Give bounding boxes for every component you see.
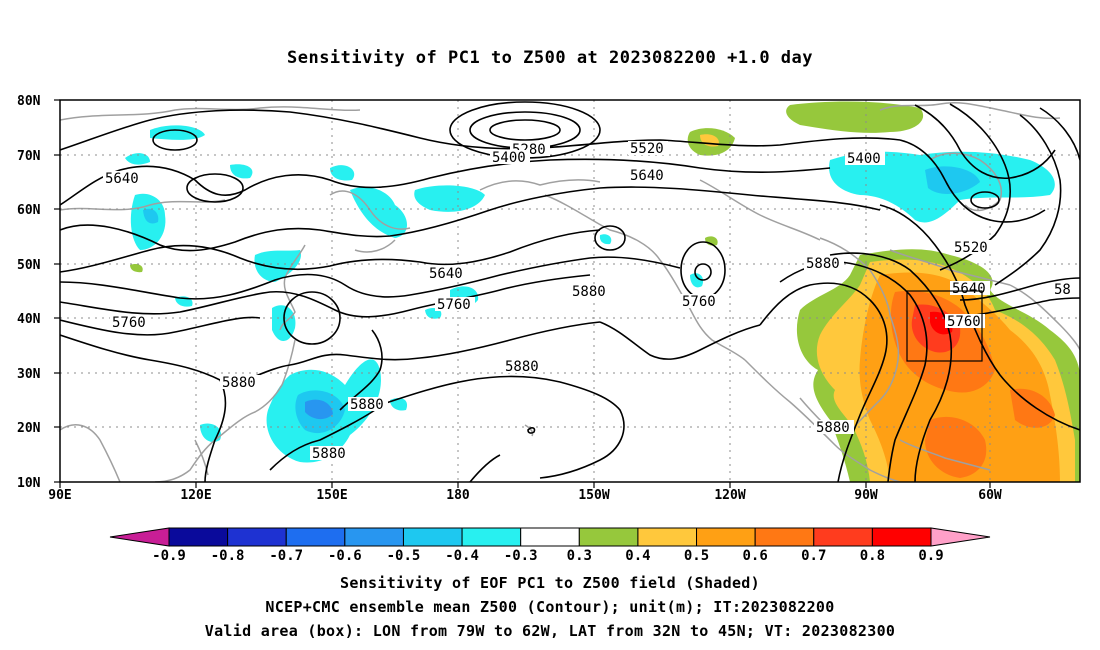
lon-label-120w: 120W (714, 488, 745, 503)
colorbar-label: 0.4 (625, 548, 650, 564)
contour-label-5520-pacific: 5520 (630, 141, 664, 157)
colorbar-label: -0.6 (328, 548, 362, 564)
contour-label-5640-east: 5640 (952, 281, 986, 297)
lat-label-50n: 50N (17, 258, 41, 273)
colorbar-label: -0.3 (504, 548, 538, 564)
contour-label-5760-central: 5760 (437, 297, 471, 313)
lon-label-150e: 150E (316, 488, 347, 503)
contour-label-58-edge: 58 (1054, 282, 1071, 298)
contour-label-5880-tropics: 5880 (312, 446, 346, 462)
colorbar-cell (227, 527, 287, 547)
colorbar-label: 0.8 (860, 548, 885, 564)
contour-label-5520-east: 5520 (954, 240, 988, 256)
contour-label-5880-subtropical: 5880 (505, 359, 539, 375)
contour-label-5880-north: 5880 (806, 256, 840, 272)
valid-area-box (906, 290, 983, 362)
footer-line-1: Sensitivity of EOF PC1 to Z500 field (Sh… (340, 574, 760, 592)
colorbar-label: 0.3 (567, 548, 592, 564)
colorbar-cell (461, 527, 522, 547)
coastlines (60, 101, 1080, 482)
colorbar-label: 0.6 (743, 548, 768, 564)
lat-label-30n: 30N (17, 367, 41, 382)
colorbar: -0.9 -0.8 -0.7 -0.6 -0.5 -0.4 -0.3 0.3 0.4 0.5 0.6… (109, 527, 991, 564)
colorbar-label: -0.7 (269, 548, 303, 564)
colorbar-label: -0.8 (211, 548, 245, 564)
colorbar-high-arrow (930, 527, 991, 547)
contour-label-5760-westcoast: 5760 (682, 294, 716, 310)
colorbar-cell (168, 527, 229, 547)
colorbar-cell (637, 527, 698, 547)
contour-label-5880-gulf: 5880 (816, 420, 850, 436)
contour-label-5880-asia: 5880 (222, 375, 256, 391)
colorbar-labels: -0.9 -0.8 -0.7 -0.6 -0.5 -0.4 -0.3 0.3 0.4 0.5 0.6… (152, 548, 944, 564)
colorbar-cell (520, 527, 580, 547)
lat-label-60n: 60N (17, 203, 41, 218)
lon-label-90w: 90W (854, 488, 878, 503)
longitude-labels: 90E 120E 150E 180 150W 120W 90W 60W (48, 488, 1002, 503)
contour-label-5760-west: 5760 (112, 315, 146, 331)
latitude-labels: 80N 70N 60N 50N 40N 30N 20N 10N (17, 94, 41, 491)
lat-label-80n: 80N (17, 94, 41, 109)
plot-title: Sensitivity of PC1 to Z500 at 2023082200… (286, 48, 813, 68)
lon-label-90e: 90E (48, 488, 71, 503)
colorbar-cell (754, 527, 815, 547)
colorbar-low-arrow (109, 527, 170, 547)
map-frame (59, 99, 1081, 483)
colorbar-cell (402, 527, 463, 547)
contour-label-5880-westpacific: 5880 (350, 397, 384, 413)
colorbar-cells (168, 527, 932, 547)
colorbar-cell (285, 527, 346, 547)
contour-label-5640-pacific: 5640 (630, 168, 664, 184)
colorbar-cell (578, 527, 639, 547)
contour-label-5640-west: 5640 (105, 171, 139, 187)
footer-line-2: NCEP+CMC ensemble mean Z500 (Contour); u… (265, 598, 835, 616)
footer-line-3: Valid area (box): LON from 79W to 62W, L… (204, 622, 896, 640)
lon-label-180: 180 (446, 488, 470, 503)
colorbar-cell (696, 527, 756, 547)
colorbar-cell (344, 527, 404, 547)
contour-label-5400-pacific: 5400 (492, 150, 526, 166)
lat-label-70n: 70N (17, 149, 41, 164)
colorbar-label: -0.9 (152, 548, 186, 564)
negative-sensitivity-shading (125, 125, 1055, 463)
colorbar-label: 0.9 (918, 548, 943, 564)
colorbar-label: -0.4 (445, 548, 479, 564)
contour-labels: 5280 5400 5520 5640 5400 5640 5520 5880 … (103, 141, 1080, 462)
lon-label-120e: 120E (180, 488, 211, 503)
z500-contours (60, 101, 1080, 482)
lat-label-40n: 40N (17, 312, 41, 327)
lat-label-10n: 10N (17, 476, 41, 491)
lon-label-150w: 150W (578, 488, 609, 503)
lon-label-60w: 60W (978, 488, 1002, 503)
axis-ticks (54, 99, 991, 488)
contour-label-5880-pacific: 5880 (572, 284, 606, 300)
map-area: 5280 5400 5520 5640 5400 5640 5520 5880 … (60, 100, 1080, 482)
colorbar-label: -0.5 (387, 548, 421, 564)
colorbar-cell (813, 527, 873, 547)
colorbar-cell (871, 527, 932, 547)
colorbar-label: 0.5 (684, 548, 709, 564)
contour-label-5760-east: 5760 (947, 314, 981, 330)
contour-label-5640-central: 5640 (429, 266, 463, 282)
colorbar-label: 0.7 (801, 548, 826, 564)
lat-label-20n: 20N (17, 421, 41, 436)
contour-label-5400-canada: 5400 (847, 151, 881, 167)
